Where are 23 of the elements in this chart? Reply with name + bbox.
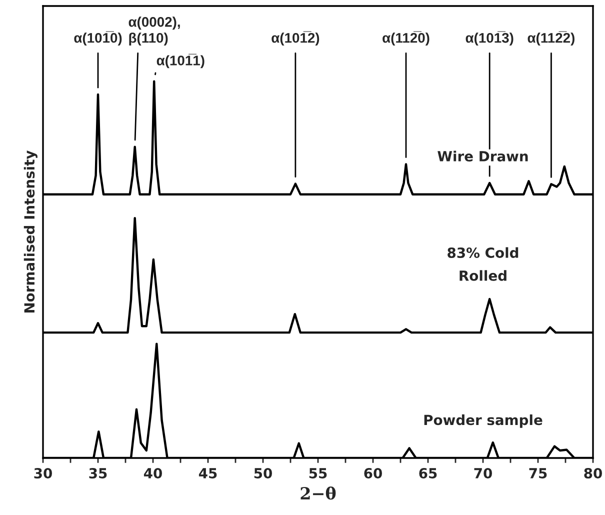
x-tick-label: 30 — [34, 468, 52, 478]
y-axis-title: Normalised Intensity — [24, 150, 38, 313]
series-label: Powder sample — [424, 414, 542, 428]
annotation: α(101̅1) — [156, 54, 204, 68]
annotation: α(101̅2) — [272, 31, 320, 46]
x-axis-title: 2−θ — [300, 486, 336, 500]
x-tick-label: 45 — [198, 468, 217, 478]
x-tick-label: 55 — [309, 468, 327, 478]
x-tick-label: 70 — [474, 468, 492, 478]
x-tick-label: 50 — [254, 468, 272, 478]
annotation: α(101̅3) — [466, 31, 514, 46]
annotation: α(112̅2) — [528, 31, 574, 46]
text: 83% Cold Rolled — [448, 247, 518, 281]
x-tick-label: 60 — [364, 468, 382, 478]
x-tick-label: 40 — [144, 468, 162, 478]
x-tick-label: 65 — [419, 468, 437, 478]
x-tick-label: 35 — [89, 468, 107, 478]
annotation: α(0002), β(110) — [128, 16, 180, 46]
annotation: α(101̅0) — [74, 31, 122, 46]
series-label: Wire Drawn — [438, 150, 528, 162]
x-tick-label: 75 — [529, 468, 547, 478]
x-tick-label: 80 — [584, 468, 602, 478]
annotation: α(112̅0) — [382, 31, 430, 46]
